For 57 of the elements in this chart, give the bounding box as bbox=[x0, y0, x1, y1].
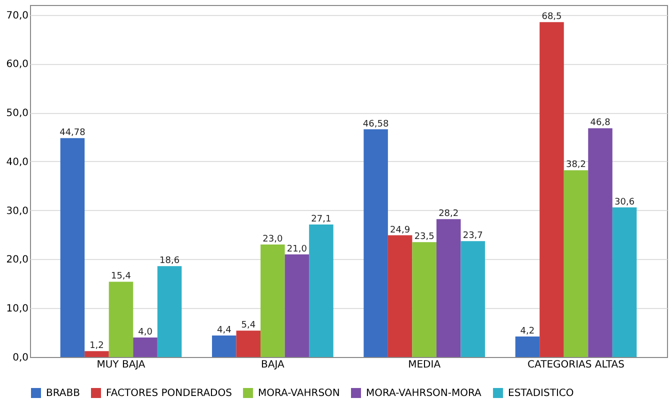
bar bbox=[515, 336, 540, 357]
data-label: 23,5 bbox=[414, 232, 434, 242]
data-label: 28,2 bbox=[438, 209, 459, 220]
x-tick-label: BAJA bbox=[261, 360, 284, 370]
y-tick-label: 20,0 bbox=[6, 254, 28, 266]
legend-label: FACTORES PONDERADOS bbox=[106, 388, 232, 399]
bar bbox=[133, 337, 158, 357]
y-tick-label: 0,0 bbox=[12, 352, 28, 364]
y-tick-label: 70,0 bbox=[6, 10, 28, 22]
data-label: 4,2 bbox=[520, 326, 535, 336]
bar bbox=[212, 335, 236, 357]
data-label: 46,58 bbox=[362, 119, 389, 130]
y-tick-label: 40,0 bbox=[6, 156, 28, 168]
x-tick-label: MEDIA bbox=[408, 360, 441, 370]
data-label: 23,7 bbox=[462, 231, 483, 242]
data-label: 15,4 bbox=[110, 272, 132, 282]
data-label: 4,0 bbox=[138, 327, 153, 338]
bar bbox=[540, 22, 564, 357]
bar bbox=[260, 244, 285, 357]
legend-label: ESTADISTICO bbox=[508, 388, 574, 399]
bar bbox=[236, 330, 261, 357]
data-label: 4,4 bbox=[216, 325, 232, 336]
x-tick-label: CATEGORIAS ALTAS bbox=[528, 360, 624, 370]
bar bbox=[564, 170, 588, 357]
bar bbox=[157, 266, 182, 357]
bar bbox=[108, 282, 134, 357]
bar bbox=[612, 207, 637, 357]
bar bbox=[284, 254, 310, 357]
legend-label: MORA-VAHRSON bbox=[258, 388, 340, 399]
bar bbox=[60, 138, 85, 357]
data-label: 1,2 bbox=[90, 341, 104, 352]
bar bbox=[309, 224, 334, 357]
y-tick-label: 60,0 bbox=[6, 59, 28, 70]
data-label: 23,0 bbox=[262, 234, 283, 245]
data-label: 44,78 bbox=[60, 128, 86, 138]
data-label: 68,5 bbox=[542, 12, 562, 22]
data-label: 18,6 bbox=[160, 256, 180, 266]
data-label: 5,4 bbox=[241, 320, 256, 331]
bar bbox=[460, 241, 485, 357]
data-label: 46,8 bbox=[590, 118, 611, 128]
y-tick-label: 30,0 bbox=[6, 206, 28, 217]
y-tick-label: 50,0 bbox=[6, 108, 28, 120]
data-label: 30,6 bbox=[614, 197, 635, 208]
x-tick-label: MUY BAJA bbox=[96, 360, 146, 370]
bar bbox=[436, 219, 461, 357]
bar bbox=[588, 128, 612, 357]
legend-label: MORA-VAHRSON-MORA bbox=[366, 388, 482, 399]
data-label: 38,2 bbox=[566, 160, 586, 170]
legend-label: BRABB bbox=[46, 388, 80, 399]
bar bbox=[364, 129, 388, 357]
y-tick-label: 10,0 bbox=[6, 304, 28, 315]
data-label: 27,1 bbox=[311, 214, 332, 225]
bar bbox=[388, 235, 412, 357]
bar bbox=[412, 242, 436, 357]
data-label: 21,0 bbox=[286, 244, 308, 254]
bar bbox=[84, 351, 109, 357]
data-label: 24,9 bbox=[390, 225, 410, 236]
